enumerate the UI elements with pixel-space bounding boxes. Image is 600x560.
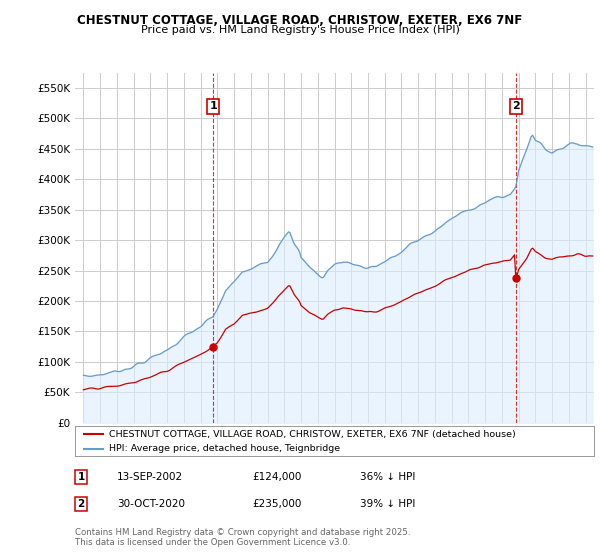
Text: 2: 2 xyxy=(512,101,520,111)
Text: 2: 2 xyxy=(77,499,85,509)
Text: £124,000: £124,000 xyxy=(252,472,301,482)
Text: HPI: Average price, detached house, Teignbridge: HPI: Average price, detached house, Teig… xyxy=(109,444,340,453)
Text: CHESTNUT COTTAGE, VILLAGE ROAD, CHRISTOW, EXETER, EX6 7NF: CHESTNUT COTTAGE, VILLAGE ROAD, CHRISTOW… xyxy=(77,14,523,27)
Text: Price paid vs. HM Land Registry's House Price Index (HPI): Price paid vs. HM Land Registry's House … xyxy=(140,25,460,35)
Text: 1: 1 xyxy=(209,101,217,111)
Text: 39% ↓ HPI: 39% ↓ HPI xyxy=(360,499,415,509)
Text: 13-SEP-2002: 13-SEP-2002 xyxy=(117,472,183,482)
Text: £235,000: £235,000 xyxy=(252,499,301,509)
Text: CHESTNUT COTTAGE, VILLAGE ROAD, CHRISTOW, EXETER, EX6 7NF (detached house): CHESTNUT COTTAGE, VILLAGE ROAD, CHRISTOW… xyxy=(109,430,515,438)
Text: 30-OCT-2020: 30-OCT-2020 xyxy=(117,499,185,509)
Text: 1: 1 xyxy=(77,472,85,482)
Text: Contains HM Land Registry data © Crown copyright and database right 2025.
This d: Contains HM Land Registry data © Crown c… xyxy=(75,528,410,547)
Text: 36% ↓ HPI: 36% ↓ HPI xyxy=(360,472,415,482)
